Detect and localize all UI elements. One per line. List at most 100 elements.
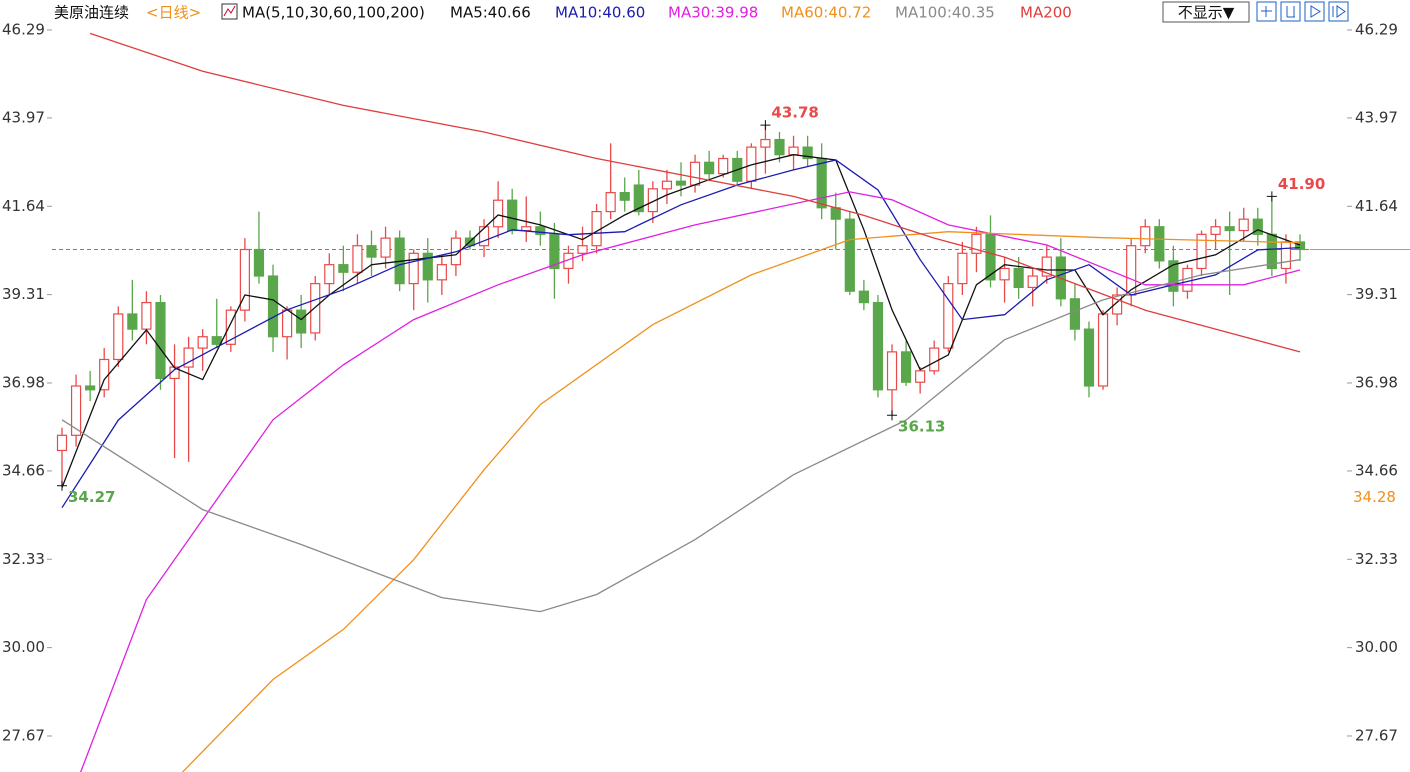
candle-body: [127, 313, 138, 330]
y-tick-label: 43.97: [2, 108, 45, 126]
candle-body: [1196, 233, 1207, 270]
candle-body: [113, 313, 124, 361]
ma-line: [61, 259, 1301, 613]
y-tick-label: 46.29: [2, 20, 45, 38]
candle-body: [211, 336, 222, 345]
candle-body: [872, 301, 884, 391]
candle-body: [858, 290, 869, 304]
candle-body: [774, 138, 785, 156]
candle-body: [760, 138, 771, 148]
candle-body: [1294, 241, 1306, 251]
candle-body: [380, 237, 391, 258]
y2-tick-label: 36.98: [1355, 373, 1398, 391]
candle-body: [239, 248, 250, 311]
candle-body: [56, 434, 68, 452]
toolbar: [1256, 1, 1349, 22]
candle-body: [535, 226, 546, 235]
y-tick-label: 30.00: [2, 638, 45, 656]
legend-entry: MA60:40.72: [781, 4, 871, 22]
y-tick-label: 41.64: [2, 197, 45, 215]
candle-body: [661, 180, 673, 190]
crosshair-button[interactable]: [1256, 1, 1277, 22]
ma-line: [181, 231, 1301, 772]
plot-area: [52, 32, 1310, 772]
candle-body: [1013, 267, 1024, 289]
ma-line: [89, 32, 1301, 353]
candle-body: [183, 347, 194, 368]
display-button[interactable]: 不显示▼: [1162, 1, 1250, 23]
y2-tick-label: 41.64: [1355, 197, 1398, 215]
extreme-marker: [760, 120, 771, 131]
forward-button[interactable]: [1328, 1, 1349, 22]
candle-body: [689, 161, 701, 186]
chart-title: 美原油连续: [54, 4, 129, 22]
candle-body: [1224, 226, 1235, 232]
extreme-label: 43.78: [771, 104, 818, 122]
extreme-label: 36.13: [898, 418, 945, 436]
candle-body: [591, 210, 602, 247]
overlay: 43.78 34.27 36.13 41.90 34.28: [57, 104, 1410, 506]
candle-body: [647, 188, 658, 213]
candle-body: [549, 233, 560, 270]
candle-body: [788, 146, 799, 156]
candle-body: [675, 180, 687, 186]
candle-body: [1154, 226, 1165, 262]
candle-body: [816, 157, 827, 209]
candle-body: [197, 336, 208, 349]
candle-body: [802, 146, 813, 160]
candle-body: [943, 283, 954, 349]
period-label: <日线>: [146, 4, 201, 22]
candle-body: [1140, 226, 1151, 247]
candle-body: [985, 233, 996, 281]
candle-body: [478, 226, 490, 247]
candle-body: [718, 157, 729, 175]
candle-body: [436, 264, 447, 281]
candle-body: [408, 252, 419, 285]
candle-body: [619, 192, 630, 201]
candle-body: [1238, 218, 1249, 232]
candle-body: [900, 351, 912, 383]
candle-body: [70, 385, 82, 436]
candle-body: [1112, 294, 1123, 315]
y2-tick-label: 34.66: [1355, 461, 1398, 479]
y-tick-label: 36.98: [2, 373, 45, 391]
candle-body: [1069, 298, 1081, 330]
candle-body: [422, 252, 433, 281]
candle-body: [366, 245, 377, 258]
candle-body: [310, 283, 321, 334]
candle-body: [704, 161, 715, 175]
candle-body: [929, 347, 940, 372]
candle-body: [85, 385, 96, 391]
candle-body: [507, 199, 518, 232]
y2-tick-label: 39.31: [1355, 285, 1398, 303]
candle-body: [225, 309, 236, 345]
y2-tick-label: 32.33: [1355, 550, 1398, 568]
ma-line: [61, 159, 1301, 509]
y-tick-label: 27.67: [2, 726, 45, 744]
candle-body: [1252, 218, 1263, 235]
candle-body: [1041, 256, 1052, 277]
candle-body: [338, 264, 349, 273]
extreme-marker: [887, 410, 898, 421]
candle-body: [886, 351, 898, 391]
candle-body: [971, 233, 982, 254]
y2-tick-label: 30.00: [1355, 638, 1398, 656]
candle-body: [1097, 313, 1109, 387]
y-tick-label: 32.33: [2, 550, 45, 568]
y-tick-label: 39.31: [2, 285, 45, 303]
play-button[interactable]: [1304, 1, 1325, 22]
candle-body: [296, 309, 307, 334]
candle-body: [1280, 241, 1292, 270]
extreme-marker: [1266, 191, 1277, 202]
candle-body: [957, 252, 968, 285]
candle-body: [267, 275, 279, 338]
candle-body: [999, 267, 1010, 281]
candle-body: [493, 199, 504, 228]
legend-entry: MA200: [1020, 4, 1072, 22]
zoom-button[interactable]: [1280, 1, 1301, 22]
indicator-icon: [221, 3, 238, 20]
legend-entry: MA100:40.35: [895, 4, 995, 22]
extreme-label: 41.90: [1278, 175, 1325, 193]
